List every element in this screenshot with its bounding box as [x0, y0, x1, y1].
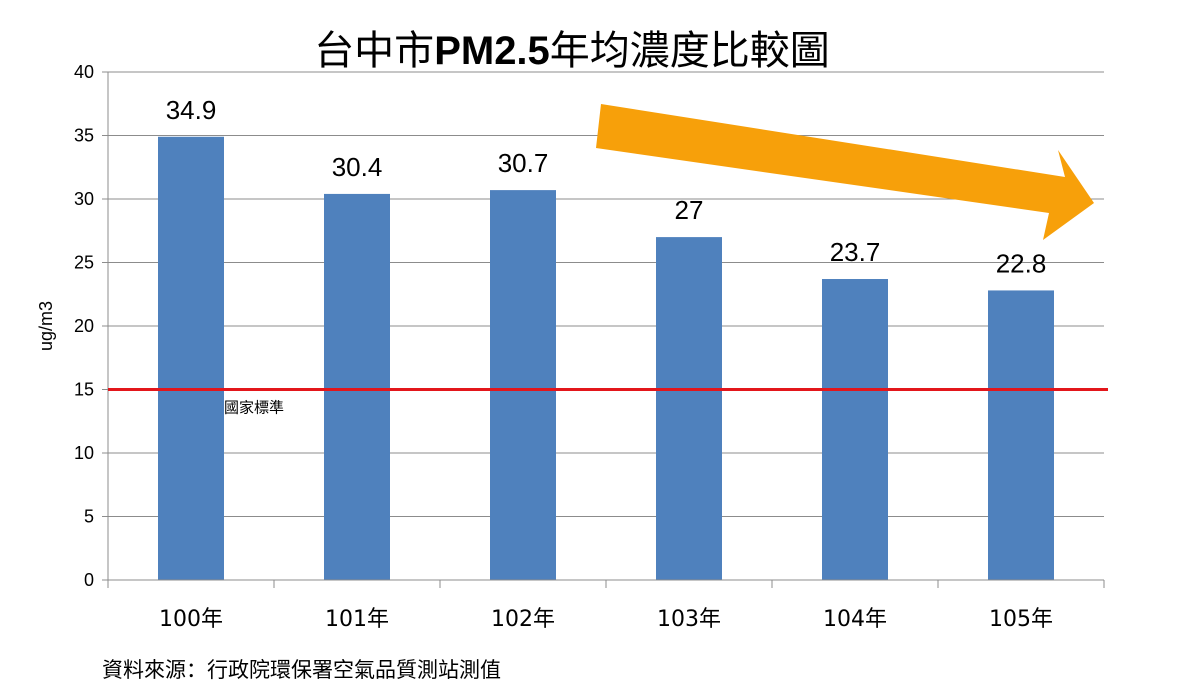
- x-tick-label: 104年: [823, 607, 887, 632]
- data-label: 23.7: [830, 237, 881, 267]
- reference-line-label: 國家標準: [224, 399, 284, 417]
- data-label: 34.9: [166, 95, 217, 125]
- reference-line-group: 國家標準: [108, 388, 1108, 417]
- y-tick-label: 5: [84, 507, 94, 527]
- chart-title: 台中市PM2.5年均濃度比較圖: [314, 28, 830, 74]
- y-tick-label: 0: [84, 570, 94, 590]
- y-tick-label: 30: [74, 189, 94, 209]
- y-tick-label: 15: [74, 380, 94, 400]
- data-label: 27: [675, 195, 704, 225]
- x-tick-label: 103年: [657, 607, 721, 632]
- x-tick-label: 100年: [159, 607, 223, 632]
- source-note: 資料來源：行政院環保署空氣品質測站測值: [102, 658, 501, 682]
- trend-arrow-group: [596, 104, 1094, 240]
- y-tick-label: 20: [74, 316, 94, 336]
- bar: [988, 290, 1054, 580]
- bar: [158, 136, 224, 580]
- data-label: 30.4: [332, 152, 383, 182]
- bar: [324, 193, 390, 581]
- labels: 0 5 10 15 20 25 30 35 40 34.9 100年 30.4 101年 30.7 102年…: [74, 62, 1053, 632]
- trend-arrow: [596, 104, 1094, 240]
- y-tick-label: 25: [74, 253, 94, 273]
- y-tick-label: 10: [74, 443, 94, 463]
- x-tick-label: 102年: [491, 607, 555, 632]
- bar: [656, 237, 722, 580]
- x-tick-label: 105年: [989, 607, 1053, 632]
- chart-title-part2: PM2.5: [434, 29, 550, 73]
- y-tick-label: 35: [74, 126, 94, 146]
- chart-title-part3: 年均濃度比較圖: [550, 28, 830, 74]
- axes: [102, 71, 1105, 588]
- bar: [490, 190, 556, 581]
- y-tick-label: 40: [74, 62, 94, 82]
- chart-title-part1: 台中市: [314, 28, 434, 74]
- x-tick-label: 101年: [325, 607, 389, 632]
- bar: [822, 279, 888, 580]
- bars: [158, 136, 1054, 581]
- y-axis-label: ug/m3: [36, 301, 56, 351]
- data-label: 30.7: [498, 148, 549, 178]
- data-label: 22.8: [996, 248, 1047, 278]
